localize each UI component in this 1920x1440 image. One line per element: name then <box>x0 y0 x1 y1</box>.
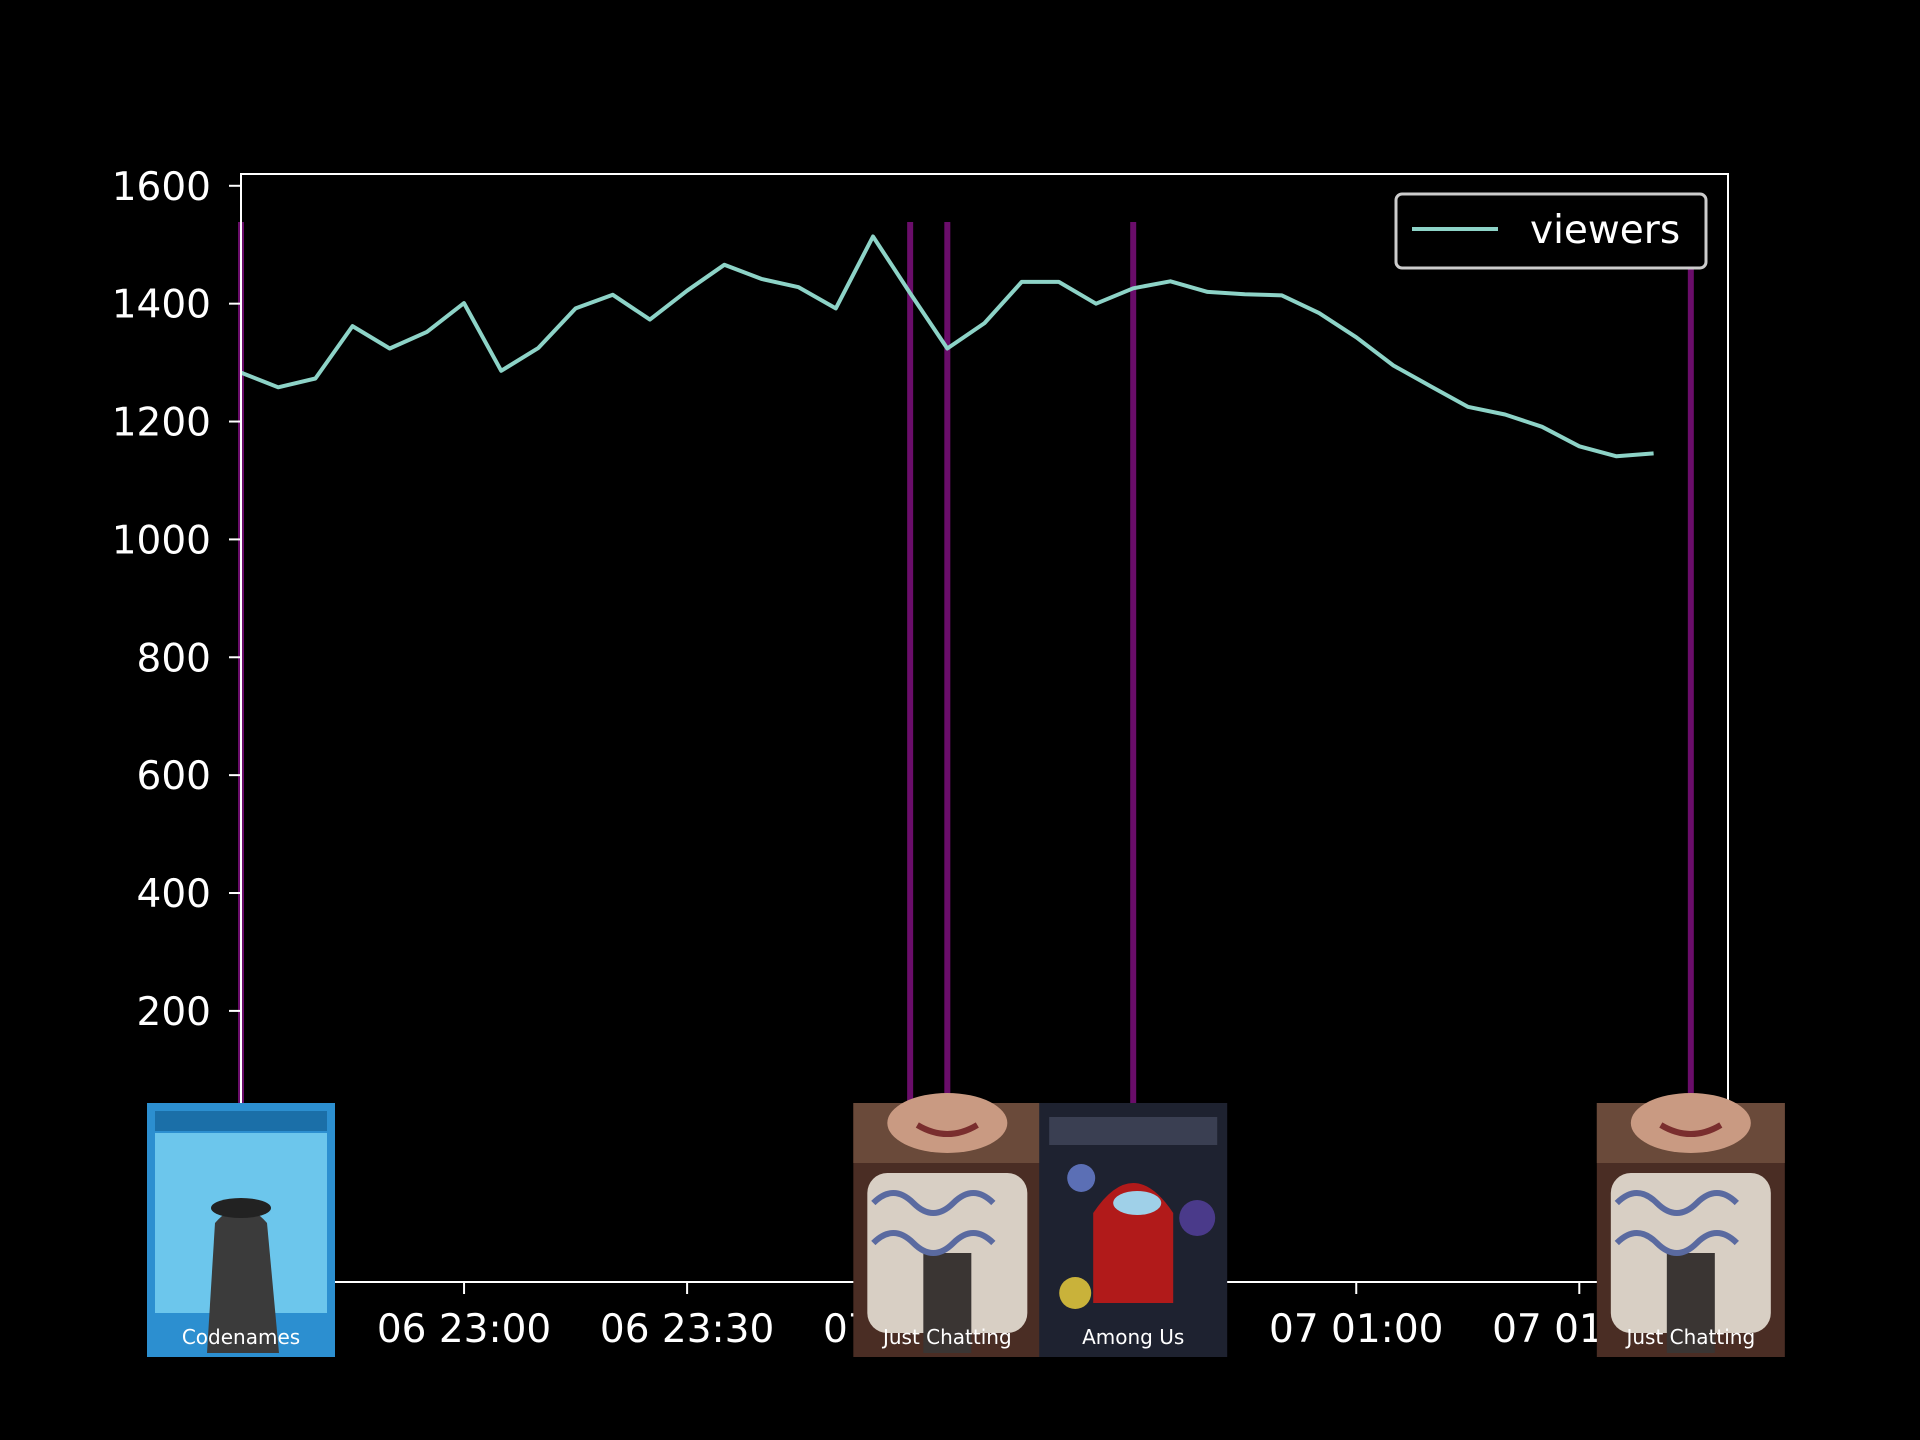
cover-mug-dark-1 <box>923 1253 972 1353</box>
thumbnail-label-0: Codenames <box>182 1325 300 1349</box>
thumbnail-label-3: Just Chatting <box>1624 1325 1755 1349</box>
series-group <box>240 234 1654 459</box>
x-tick-label-5: 07 01:00 <box>1269 1307 1443 1352</box>
cover-face-1 <box>887 1093 1008 1153</box>
cover-yellow-crew-2 <box>1059 1277 1092 1309</box>
y-tick-label-600: 600 <box>137 754 211 799</box>
cover-blue-crew-2 <box>1067 1164 1096 1192</box>
y-tick-label-400: 400 <box>137 872 211 917</box>
y-tick-label-800: 800 <box>137 636 211 681</box>
cover-smile-3 <box>1659 1122 1723 1137</box>
cover-script-1 <box>871 1190 996 1256</box>
x-tick-label-2: 06 23:30 <box>600 1307 774 1352</box>
y-tick-label-1600: 1600 <box>112 165 211 210</box>
thumbnail-3: Just Chatting <box>1596 1093 1785 1357</box>
cover-mug-dark-3 <box>1666 1253 1715 1353</box>
cover-title-bar-0 <box>155 1111 327 1131</box>
cover-title-bar-2 <box>1049 1117 1218 1145</box>
y-tick-label-1200: 1200 <box>112 401 211 446</box>
x-tick-label-1: 06 23:00 <box>377 1307 551 1352</box>
legend-label-viewers: viewers <box>1530 208 1680 253</box>
thumbnail-2: Among Us <box>1039 1103 1228 1357</box>
y-tick-label-1400: 1400 <box>112 283 211 328</box>
legend: viewers <box>1394 192 1708 270</box>
cover-crewmate-2 <box>1093 1183 1174 1303</box>
thumbnail-0: Codenames <box>147 1103 335 1357</box>
cover-visor-2 <box>1113 1191 1162 1215</box>
thumbnail-label-2: Among Us <box>1082 1325 1184 1349</box>
cover-face-3 <box>1630 1093 1751 1153</box>
thumbnail-label-1: Just Chatting <box>881 1325 1012 1349</box>
y-tick-label-200: 200 <box>137 990 211 1035</box>
thumbnail-1: Just Chatting <box>853 1093 1042 1357</box>
cover-purple-crew-2 <box>1179 1200 1216 1236</box>
game-thumbnails: Codenames Just Chatting Among Us Just Chatt… <box>147 1093 1785 1357</box>
series-line-viewers <box>240 234 1654 459</box>
cover-hat-0 <box>211 1198 271 1218</box>
y-tick-label-1000: 1000 <box>112 518 211 563</box>
cover-smile-1 <box>915 1122 979 1137</box>
legend-box <box>1394 192 1708 270</box>
cover-script-3 <box>1614 1190 1739 1256</box>
cover-figure-0 <box>207 1208 279 1353</box>
